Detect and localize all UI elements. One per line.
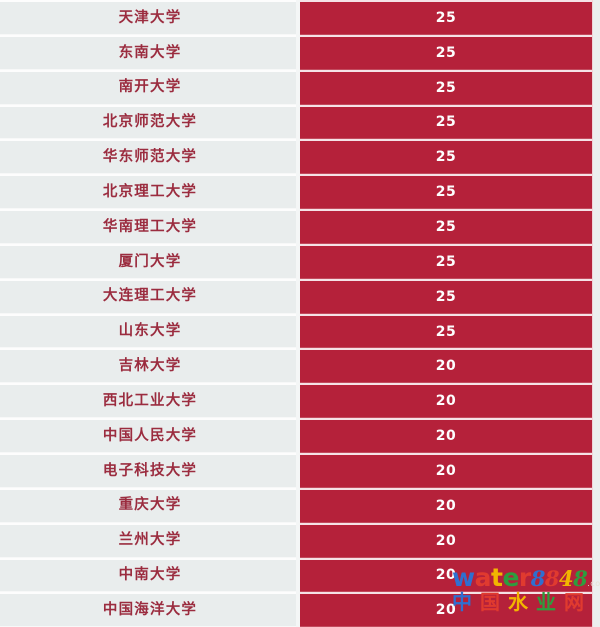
table-row: 东南大学 25 <box>0 34 600 70</box>
score-cell: 25 <box>300 34 592 70</box>
university-name-cell: 北京师范大学 <box>0 104 300 140</box>
right-edge-strip <box>592 0 600 627</box>
score-cell: 25 <box>300 313 592 349</box>
university-name-cell: 天津大学 <box>0 0 300 35</box>
right-edge-line <box>592 0 593 627</box>
score-cell: 20 <box>300 383 592 419</box>
table-row: 山东大学 25 <box>0 313 600 349</box>
university-name-cell: 中国人民大学 <box>0 418 300 453</box>
score-cell: 20 <box>300 592 592 627</box>
column-divider <box>296 0 300 627</box>
university-name-cell: 南开大学 <box>0 69 300 105</box>
score-cell: 25 <box>300 139 592 175</box>
university-name-cell: 厦门大学 <box>0 243 300 279</box>
university-name-cell: 山东大学 <box>0 313 300 349</box>
score-cell: 25 <box>300 243 592 279</box>
table-row: 重庆大学 20 <box>0 487 600 523</box>
table-row: 华南理工大学 25 <box>0 209 600 244</box>
score-cell: 20 <box>300 452 592 488</box>
score-cell: 25 <box>300 174 592 210</box>
table-row: 兰州大学 20 <box>0 522 600 558</box>
table-row: 中国海洋大学 20 <box>0 592 600 627</box>
table-row: 华东师范大学 25 <box>0 139 600 175</box>
university-name-cell: 华南理工大学 <box>0 209 300 244</box>
score-cell: 25 <box>300 0 592 35</box>
university-name-cell: 吉林大学 <box>0 348 300 384</box>
university-name-cell: 兰州大学 <box>0 522 300 558</box>
university-name-cell: 北京理工大学 <box>0 174 300 210</box>
table-row: 厦门大学 25 <box>0 243 600 279</box>
university-name-cell: 西北工业大学 <box>0 383 300 419</box>
university-name-cell: 中国海洋大学 <box>0 592 300 627</box>
table-row: 北京师范大学 25 <box>0 104 600 140</box>
score-cell: 25 <box>300 209 592 244</box>
table-row: 中国人民大学 20 <box>0 418 600 453</box>
table-row: 吉林大学 20 <box>0 348 600 384</box>
table-row: 电子科技大学 20 <box>0 452 600 488</box>
university-name-cell: 东南大学 <box>0 34 300 70</box>
score-cell: 20 <box>300 418 592 453</box>
table-row: 西北工业大学 20 <box>0 383 600 419</box>
university-name-cell: 中南大学 <box>0 557 300 593</box>
table-row: 南开大学 25 <box>0 69 600 105</box>
university-name-cell: 重庆大学 <box>0 487 300 523</box>
table-row: 中南大学 20 <box>0 557 600 593</box>
score-cell: 25 <box>300 104 592 140</box>
table-row: 北京理工大学 25 <box>0 174 600 210</box>
score-cell: 25 <box>300 69 592 105</box>
score-cell: 20 <box>300 348 592 384</box>
table-row: 天津大学 25 <box>0 0 600 35</box>
table-row: 大连理工大学 25 <box>0 278 600 314</box>
score-cell: 20 <box>300 522 592 558</box>
score-cell: 25 <box>300 278 592 314</box>
score-cell: 20 <box>300 487 592 523</box>
score-cell: 20 <box>300 557 592 593</box>
university-name-cell: 电子科技大学 <box>0 452 300 488</box>
university-name-cell: 华东师范大学 <box>0 139 300 175</box>
university-name-cell: 大连理工大学 <box>0 278 300 314</box>
